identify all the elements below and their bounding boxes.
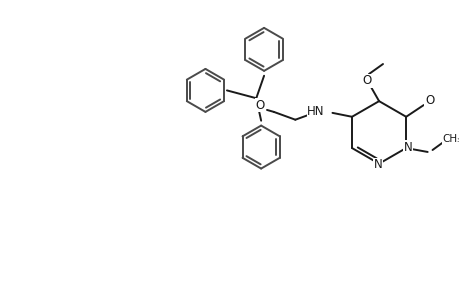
Text: HN: HN bbox=[307, 105, 324, 119]
Text: CH₃: CH₃ bbox=[442, 134, 459, 144]
Text: O: O bbox=[255, 99, 264, 112]
Text: O: O bbox=[362, 74, 371, 87]
Text: N: N bbox=[373, 158, 381, 171]
Text: O: O bbox=[424, 94, 433, 107]
Text: N: N bbox=[403, 141, 412, 154]
